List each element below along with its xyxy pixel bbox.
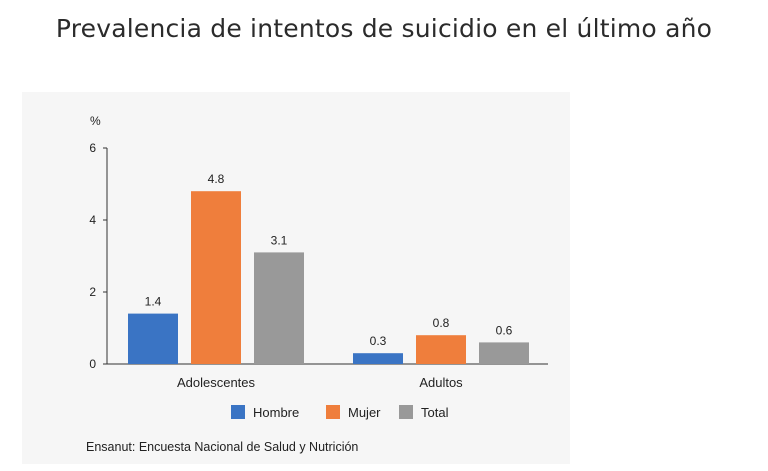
y-axis-label: % (90, 114, 101, 128)
bar-total-adultos (479, 342, 529, 364)
y-tick-label: 4 (89, 213, 96, 227)
legend-swatch-mujer (326, 405, 340, 419)
x-tick-label: Adolescentes (177, 375, 256, 390)
legend-label-total: Total (421, 405, 449, 420)
bar-total-adolescentes (254, 252, 304, 364)
bar-mujer-adultos (416, 335, 466, 364)
data-label: 0.3 (370, 334, 387, 348)
source-note: Ensanut: Encuesta Nacional de Salud y Nu… (86, 440, 359, 454)
legend-swatch-total (399, 405, 413, 419)
data-label: 4.8 (208, 172, 225, 186)
legend-label-mujer: Mujer (348, 405, 381, 420)
data-label: 0.6 (496, 323, 513, 337)
data-label: 0.8 (433, 316, 450, 330)
data-label: 1.4 (145, 295, 162, 309)
legend-swatch-hombre (231, 405, 245, 419)
y-tick-label: 2 (89, 285, 96, 299)
x-tick-label: Adultos (419, 375, 463, 390)
y-tick-label: 6 (89, 141, 96, 155)
bar-hombre-adultos (353, 353, 403, 364)
bar-hombre-adolescentes (128, 313, 178, 364)
data-label: 3.1 (271, 233, 288, 247)
bar-mujer-adolescentes (191, 191, 241, 364)
legend-label-hombre: Hombre (253, 405, 299, 420)
y-tick-label: 0 (89, 357, 96, 371)
page-title: Prevalencia de intentos de suicidio en e… (55, 14, 713, 43)
